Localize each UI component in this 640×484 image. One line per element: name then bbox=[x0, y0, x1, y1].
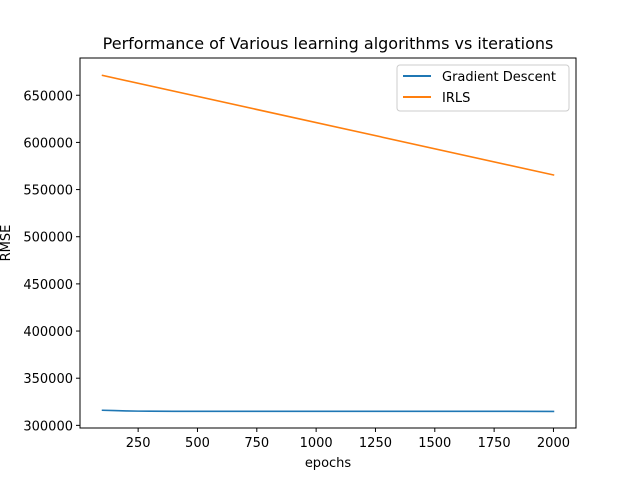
y-tick-label: 650000 bbox=[23, 89, 73, 104]
y-axis: 300000 350000 400000 450000 500000 550000 6000… bbox=[23, 89, 80, 434]
x-tick-label: 1250 bbox=[359, 436, 392, 451]
chart-title: Performance of Various learning algorith… bbox=[103, 34, 554, 53]
y-tick-label: 350000 bbox=[23, 372, 73, 387]
y-tick-label: 500000 bbox=[23, 231, 73, 246]
legend-label-irls: IRLS bbox=[442, 91, 470, 106]
series-line-gradient-descent bbox=[101, 409, 555, 413]
plot-frame bbox=[79, 57, 577, 429]
x-axis-label: epochs bbox=[305, 456, 352, 471]
x-tick-label: 1750 bbox=[478, 436, 511, 451]
y-tick-label: 450000 bbox=[23, 278, 73, 293]
x-tick-label: 1000 bbox=[300, 436, 333, 451]
x-tick-label: 750 bbox=[244, 436, 269, 451]
x-axis: 250 500 750 1000 1250 1500 1750 2000 bbox=[126, 428, 570, 451]
legend-box bbox=[396, 64, 570, 112]
x-tick-label: 250 bbox=[126, 436, 151, 451]
x-tick-label: 500 bbox=[185, 436, 210, 451]
y-axis-label: RMSE bbox=[0, 225, 14, 262]
y-tick-label: 400000 bbox=[23, 325, 73, 340]
x-tick-label: 2000 bbox=[537, 436, 570, 451]
legend: Gradient Descent IRLS bbox=[396, 64, 570, 112]
series-line-irls bbox=[101, 74, 555, 176]
y-tick-label: 600000 bbox=[23, 136, 73, 151]
y-tick-label: 550000 bbox=[23, 184, 73, 199]
x-tick-label: 1500 bbox=[418, 436, 451, 451]
plot-area bbox=[79, 57, 577, 429]
series-layer bbox=[101, 74, 555, 413]
y-tick-label: 300000 bbox=[23, 419, 73, 434]
legend-label-gradient-descent: Gradient Descent bbox=[442, 70, 556, 85]
